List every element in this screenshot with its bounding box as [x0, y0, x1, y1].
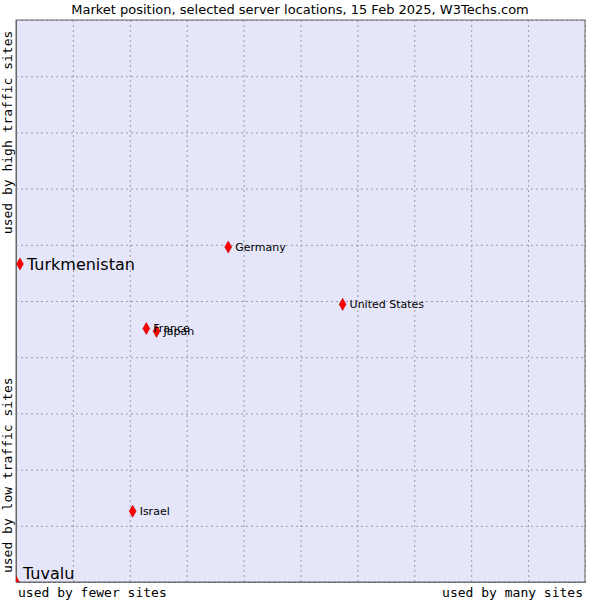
- y-tick: [16, 526, 585, 527]
- y-grid-line: [16, 357, 585, 358]
- chart: Market position, selected server locatio…: [0, 0, 600, 600]
- point: [129, 505, 136, 517]
- point: [225, 241, 232, 253]
- y-tick: [16, 301, 585, 302]
- title: Market position, selected server locatio…: [71, 2, 529, 17]
- x-tick: [244, 20, 245, 582]
- x-tick: [528, 20, 529, 582]
- x-axis: [17, 20, 586, 583]
- x-tick: [130, 20, 131, 582]
- point-label: Germany: [235, 241, 286, 254]
- y-grid-line: [16, 189, 585, 190]
- point: [17, 258, 24, 270]
- y-grid-line: [16, 132, 585, 133]
- point: [16, 576, 19, 582]
- x-grid-line: [528, 20, 529, 582]
- y-grid-line: [16, 245, 585, 246]
- point-label: Japan: [163, 325, 195, 338]
- y-axis-label: used by high traffic sites: [0, 31, 15, 235]
- y-tick: [16, 357, 585, 358]
- y-tick: [16, 413, 585, 414]
- point: [143, 323, 150, 335]
- x-grid-line: [244, 20, 245, 582]
- x-axis-label: used by fewer sites: [18, 585, 167, 600]
- point-label: United States: [350, 298, 425, 311]
- y-grid-line: [16, 470, 585, 471]
- y-tick: [16, 245, 585, 246]
- plot-frame: [16, 20, 585, 582]
- x-grid-line: [73, 20, 74, 582]
- y-grid-line: [16, 413, 585, 414]
- point-label: Israel: [140, 505, 170, 518]
- y-grid-line: [16, 301, 585, 302]
- y-tick: [16, 76, 585, 77]
- point-labels: TurkmenistanTuvaluGermanyUnited StatesFr…: [22, 241, 424, 583]
- x-axis-label: used by many sites: [442, 585, 583, 600]
- x-tick: [73, 20, 74, 582]
- point: [339, 298, 346, 310]
- y-grid-line: [16, 76, 585, 77]
- y-grid-line: [16, 526, 585, 527]
- point-label: Turkmenistan: [26, 255, 135, 274]
- plot-background: [16, 20, 585, 582]
- y-axis-label: used by low traffic sites: [0, 377, 15, 573]
- y-tick: [16, 132, 585, 133]
- plot: TurkmenistanTuvaluGermanyUnited StatesFr…: [13, 20, 586, 588]
- y-tick: [16, 189, 585, 190]
- x-grid-line: [130, 20, 131, 582]
- y-axis: [16, 21, 585, 583]
- marks: [16, 241, 346, 582]
- point-label: Tuvalu: [22, 564, 74, 583]
- y-tick: [16, 470, 585, 471]
